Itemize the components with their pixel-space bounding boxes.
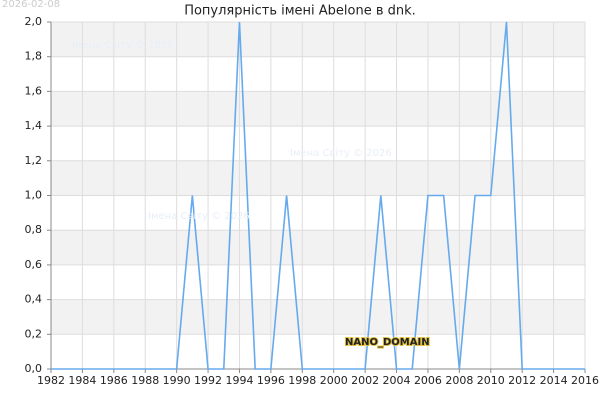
- y-tick-label: 0,4: [25, 293, 43, 306]
- grid-band: [51, 160, 585, 196]
- date-stamp: 2026-02-08: [2, 0, 60, 10]
- x-tick-label: 2008: [445, 374, 473, 387]
- data-line: [51, 21, 585, 370]
- x-tick-label: 2006: [414, 374, 442, 387]
- y-tick-label: 0,8: [25, 223, 43, 236]
- x-tick-label: 1988: [131, 374, 159, 387]
- x-tick-label: 1996: [257, 374, 285, 387]
- x-tick-label: 2014: [540, 374, 568, 387]
- x-tick-label: 2016: [571, 374, 599, 387]
- x-tick-label: 2004: [383, 374, 411, 387]
- watermark: Імена Світу © 2026: [148, 210, 250, 222]
- y-tick-label: 1,6: [25, 84, 43, 97]
- y-tick-label: 0,6: [25, 258, 43, 271]
- y-tick-label: 1,4: [25, 119, 43, 132]
- x-tick-label: 1986: [100, 374, 128, 387]
- chart-title: Популярність імені Abelone в dnk.: [184, 4, 416, 19]
- x-tick-label: 1984: [68, 374, 96, 387]
- grid-band: [51, 230, 585, 265]
- x-tick-label: 1990: [163, 374, 191, 387]
- x-tick-label: 2000: [320, 374, 348, 387]
- y-tick-label: 0,2: [25, 327, 43, 340]
- watermark: Імена Світу © 2026: [72, 39, 174, 51]
- x-tick-label: 2010: [477, 374, 505, 387]
- source-label: NANO_DOMAIN: [345, 337, 430, 348]
- grid-band: [51, 299, 585, 335]
- x-tick-label: 1998: [288, 374, 316, 387]
- plot-background: [50, 21, 586, 370]
- y-tick-label: 1,2: [25, 154, 43, 167]
- y-tick-label: 1,8: [25, 50, 43, 63]
- watermark: Імена Світу © 2026: [290, 147, 392, 159]
- x-tick-label: 1992: [194, 374, 222, 387]
- y-tick-label: 0,0: [25, 362, 43, 375]
- y-tick-label: 2,0: [25, 15, 43, 28]
- x-tick-label: 2012: [508, 374, 536, 387]
- grid-band: [51, 22, 585, 57]
- grid-band: [51, 91, 585, 127]
- x-tick-label: 2002: [351, 374, 379, 387]
- x-tick-label: 1994: [225, 374, 253, 387]
- y-tick-label: 1,0: [25, 189, 43, 202]
- x-tick-label: 1982: [37, 374, 65, 387]
